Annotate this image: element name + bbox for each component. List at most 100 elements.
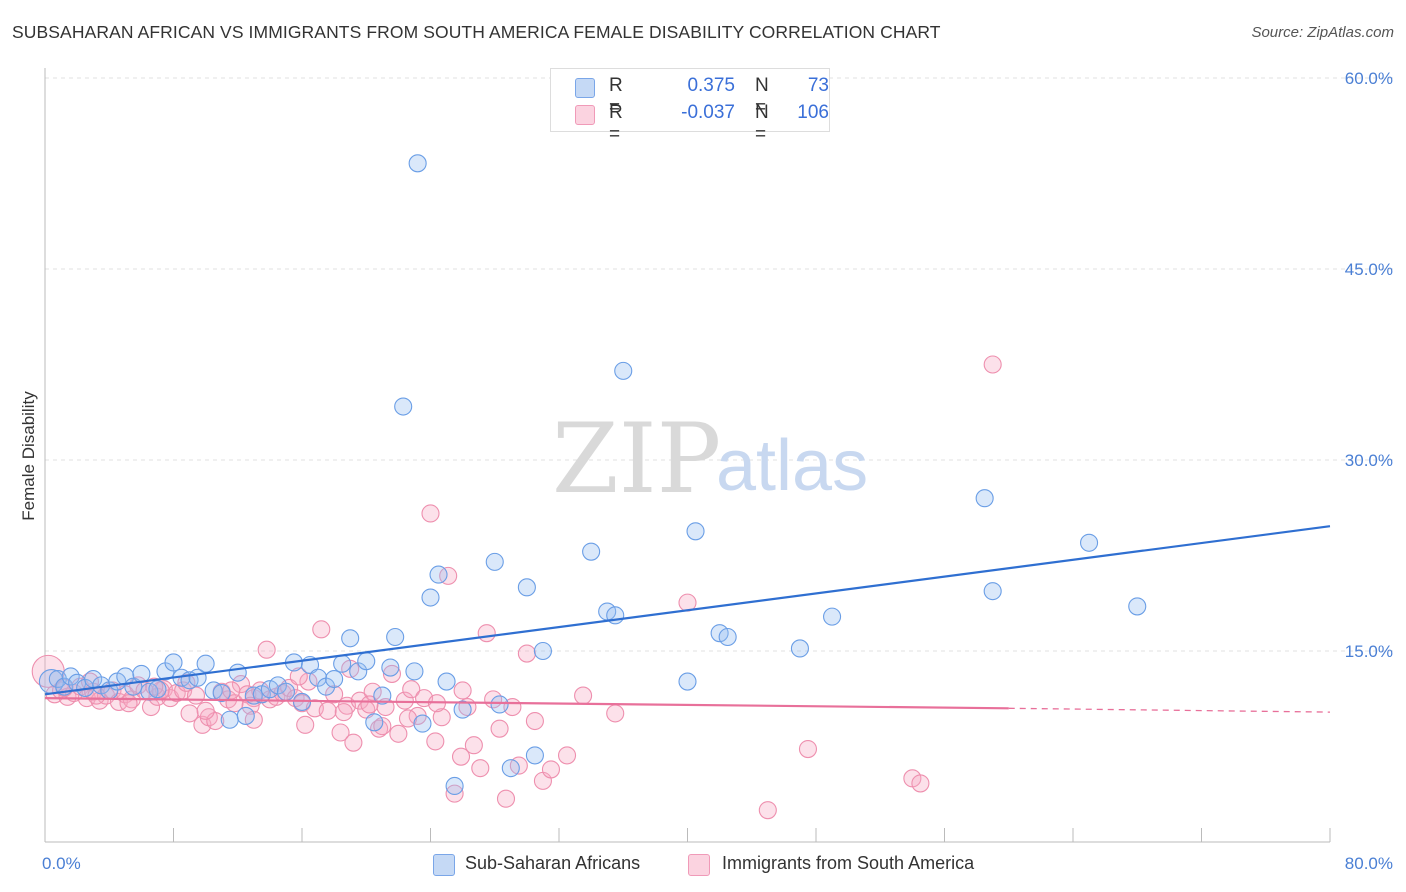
point-sub-saharan: [453, 700, 472, 719]
axes: [44, 68, 1331, 843]
point-south-america: [241, 696, 260, 715]
legend-swatch-blue: [433, 854, 455, 876]
point-sub-saharan: [164, 653, 183, 672]
point-south-america: [395, 691, 414, 710]
point-south-america: [525, 711, 544, 731]
point-sub-saharan: [421, 588, 440, 607]
x-tick-label: 0.0%: [42, 854, 81, 873]
point-south-america: [296, 715, 315, 734]
point-south-america: [439, 566, 458, 585]
point-sub-saharan: [236, 706, 255, 725]
legend-n-label: N =: [755, 75, 769, 118]
point-sub-saharan: [365, 713, 384, 732]
point-sub-saharan: [333, 654, 352, 673]
point-sub-saharan: [394, 397, 413, 416]
chart-title: SUBSAHARAN AFRICAN VS IMMIGRANTS FROM SO…: [12, 22, 941, 42]
point-sub-saharan: [823, 607, 842, 626]
point-sub-saharan: [1128, 597, 1147, 616]
legend-label-sub-saharan: Sub-Saharan Africans: [465, 853, 641, 873]
legend-r-label: R =: [609, 102, 623, 145]
point-south-america: [798, 739, 818, 759]
point-sub-saharan: [357, 652, 376, 671]
point-south-america: [360, 695, 379, 714]
point-south-america: [119, 694, 138, 713]
point-south-america: [477, 624, 496, 643]
point-sub-saharan: [445, 776, 464, 796]
point-sub-saharan: [228, 663, 247, 682]
point-sub-saharan: [212, 683, 231, 703]
point-south-america: [606, 704, 625, 723]
point-sub-saharan: [148, 680, 167, 699]
legend-swatch-blue: [575, 78, 595, 98]
point-south-america: [557, 746, 577, 765]
point-sub-saharan: [413, 714, 432, 733]
point-sub-saharan: [501, 759, 520, 778]
point-sub-saharan: [533, 641, 552, 661]
point-south-america: [574, 686, 593, 705]
legend-r-value: 0.375: [687, 75, 735, 96]
tick-labels: 15.0% 30.0% 45.0% 60.0% 0.0% 80.0%: [42, 69, 1393, 873]
point-south-america: [389, 724, 408, 743]
legend-n-label: N =: [755, 102, 769, 145]
point-sub-saharan: [718, 627, 737, 647]
x-tick-label: 80.0%: [1345, 854, 1393, 873]
point-sub-saharan: [678, 672, 697, 691]
point-south-america: [911, 774, 930, 793]
point-south-america: [758, 801, 777, 820]
point-sub-saharan: [485, 552, 504, 571]
point-sub-saharan: [196, 654, 215, 673]
point-south-america: [318, 701, 337, 720]
point-sub-saharan: [582, 542, 601, 561]
point-south-america: [517, 644, 536, 663]
legend-swatch-pink: [688, 854, 710, 876]
point-south-america: [334, 703, 353, 722]
point-sub-saharan: [429, 565, 448, 584]
y-tick-label: 60.0%: [1345, 69, 1393, 88]
point-south-america: [331, 723, 350, 742]
point-sub-saharan: [525, 746, 544, 765]
point-sub-saharan: [325, 669, 344, 689]
source-label: Source: ZipAtlas.com: [1251, 24, 1394, 41]
point-sub-saharan: [686, 522, 705, 541]
point-south-america: [426, 732, 445, 751]
point-south-america: [471, 759, 490, 778]
point-sub-saharan: [408, 154, 427, 173]
point-sub-saharan: [386, 627, 405, 647]
point-south-america: [398, 709, 418, 728]
point-south-america: [145, 677, 164, 696]
point-sub-saharan: [276, 682, 295, 701]
correlation-legend: R = 0.375 N = 73 R = -0.037 N = 106: [550, 68, 830, 145]
trend-line-south-america-extension: [1008, 707, 1331, 713]
point-south-america: [257, 640, 276, 659]
point-sub-saharan: [517, 578, 536, 597]
point-south-america: [177, 673, 196, 692]
grid-lines: [45, 77, 1395, 652]
point-sub-saharan: [614, 361, 633, 380]
trend-line-south-america: [44, 697, 1009, 710]
point-sub-saharan: [405, 662, 424, 681]
point-sub-saharan: [341, 629, 360, 648]
point-south-america: [445, 784, 464, 803]
legend-n-value: 106: [797, 102, 829, 123]
point-south-america: [496, 789, 516, 808]
point-sub-saharan: [1080, 533, 1099, 552]
point-south-america: [983, 355, 1002, 374]
point-south-america: [464, 736, 483, 755]
point-south-america: [432, 708, 451, 727]
point-south-america: [490, 719, 509, 738]
point-south-america: [196, 701, 215, 720]
point-south-america: [402, 680, 421, 699]
legend-n-value: 73: [807, 75, 829, 96]
point-sub-saharan: [490, 695, 509, 714]
point-sub-saharan: [381, 658, 400, 677]
watermark-zip: ZIP: [552, 403, 721, 515]
legend-swatch-pink: [575, 105, 595, 125]
trend-lines: [44, 525, 1331, 713]
point-south-america: [289, 667, 308, 686]
point-sub-saharan: [373, 686, 392, 705]
point-sub-saharan: [983, 582, 1002, 601]
trend-line-sub-saharan: [44, 525, 1331, 696]
series-legend: Sub-Saharan Africans Immigrants from Sou…: [0, 852, 1406, 878]
point-south-america: [421, 504, 440, 523]
